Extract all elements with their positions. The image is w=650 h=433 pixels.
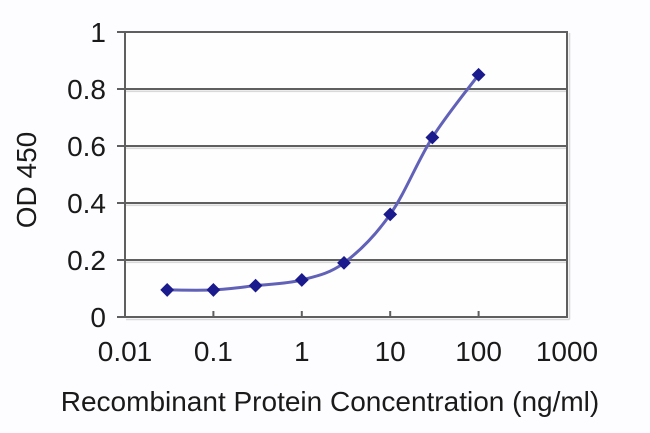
plot-background: [125, 32, 567, 317]
x-tick-label: 1: [294, 336, 310, 367]
y-axis-title: OD 450: [11, 132, 42, 229]
data-point-marker: [248, 278, 263, 293]
y-tick-label: 0.2: [67, 245, 106, 276]
y-tick-label: 1: [90, 17, 106, 48]
data-point-marker: [160, 283, 175, 297]
data-point-marker: [425, 130, 440, 145]
y-tick-label: 0.6: [67, 131, 106, 162]
x-tick-label: 0.01: [98, 336, 153, 367]
data-point-marker: [471, 67, 486, 82]
x-tick-label: 10: [375, 336, 406, 367]
x-tick-label: 0.1: [194, 336, 233, 367]
x-tick-label: 1000: [536, 336, 598, 367]
y-tick-label: 0.4: [67, 188, 106, 219]
data-point-marker: [206, 283, 221, 297]
y-tick-label: 0: [90, 302, 106, 333]
x-axis-title: Recombinant Protein Concentration (ng/ml…: [61, 386, 599, 417]
data-point-marker: [294, 273, 309, 287]
y-tick-label: 0.8: [67, 74, 106, 105]
data-point-marker: [337, 255, 351, 270]
plot-border: [124, 31, 568, 318]
chart-plot-area: 0 0.2 0.4 0.6 0.8 1 0.01 0.1 1 10 100 1000: [67, 17, 598, 367]
data-point-marker: [383, 207, 398, 222]
x-tick-label: 100: [455, 336, 502, 367]
